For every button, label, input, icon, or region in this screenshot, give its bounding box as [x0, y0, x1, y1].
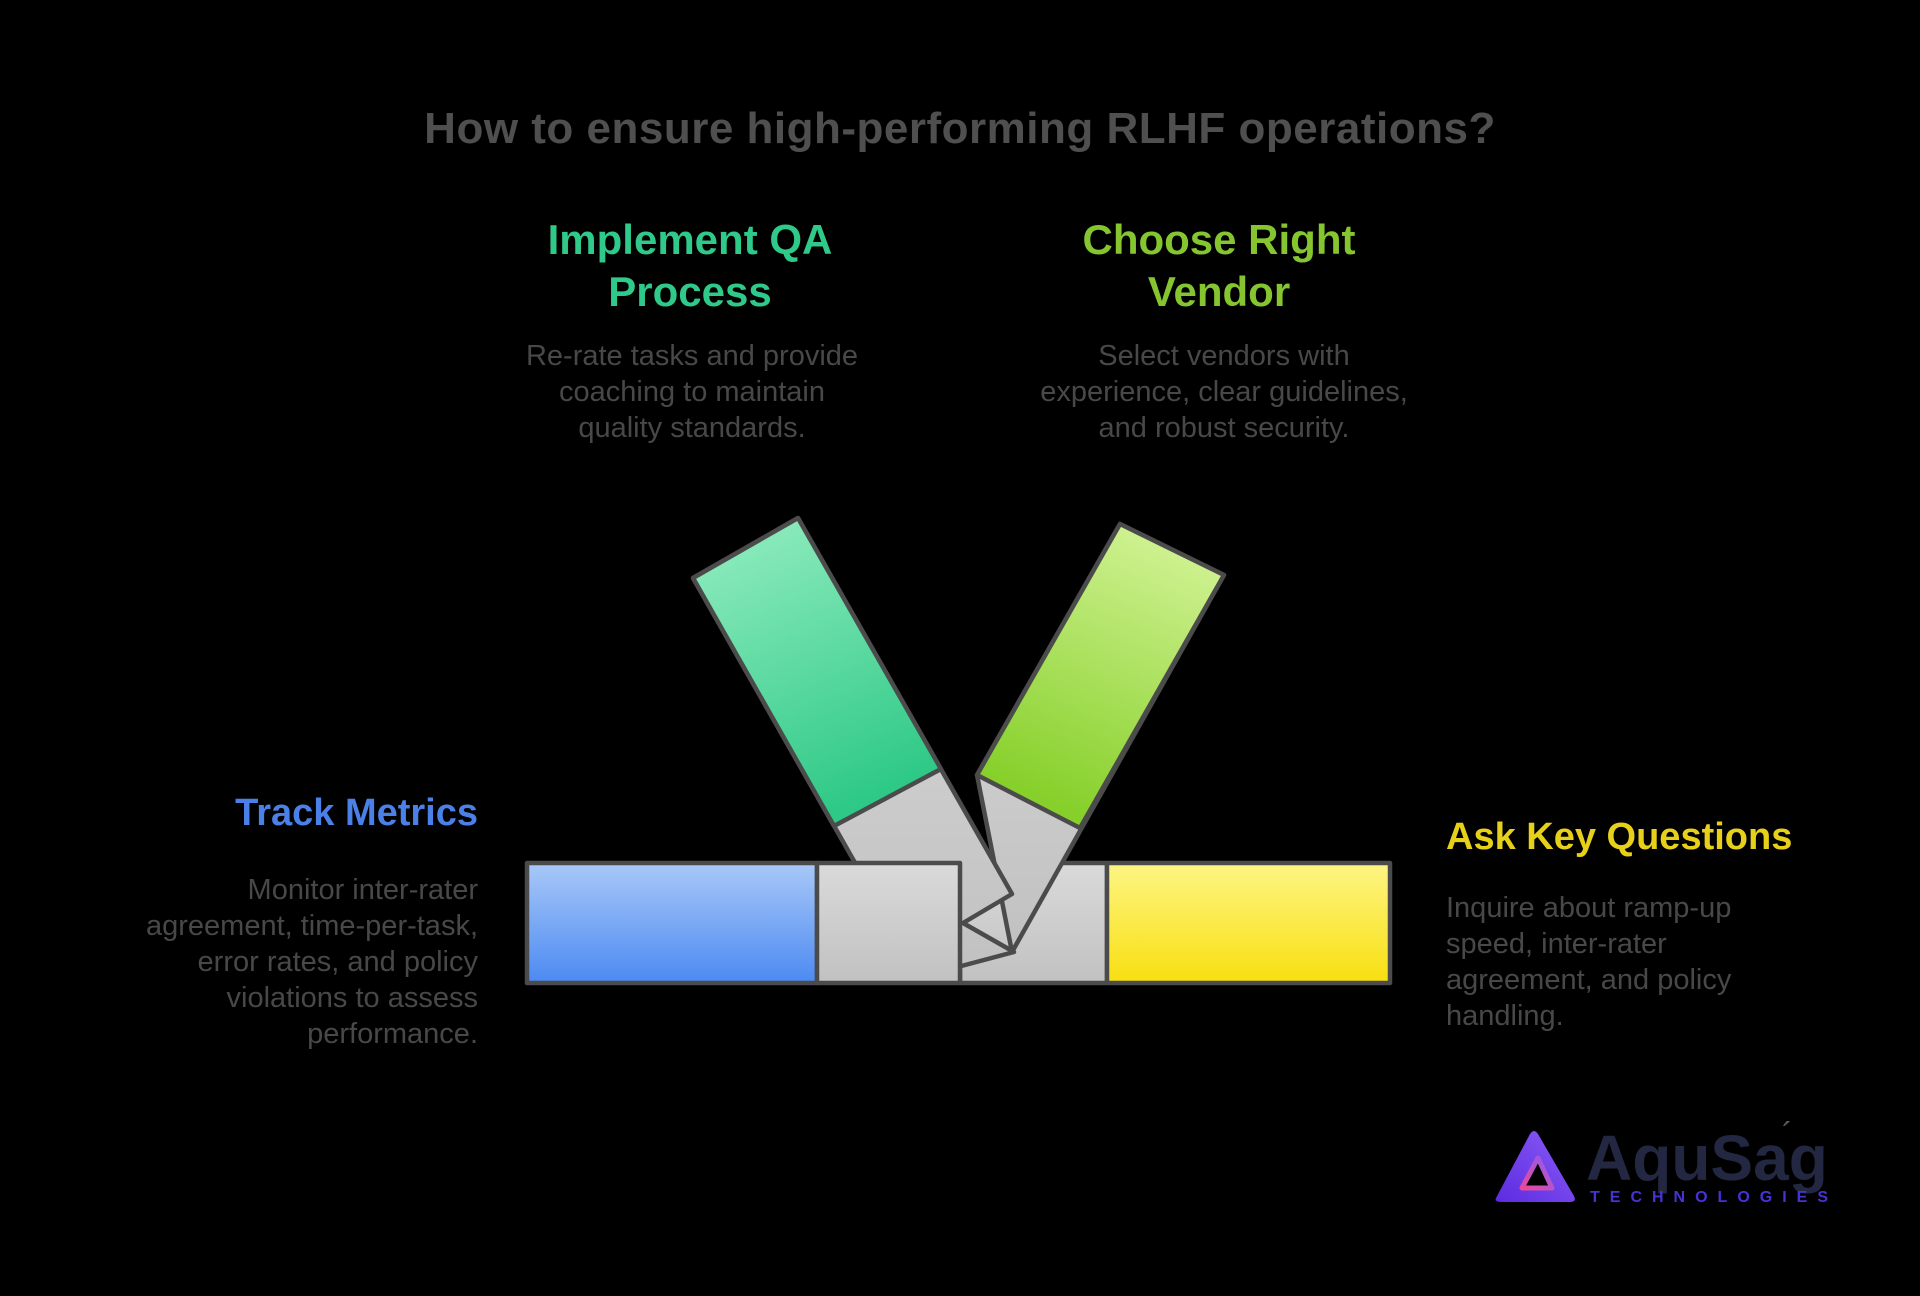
ribbon-qa-green [690, 515, 944, 829]
brand-name: AquSag [1586, 1122, 1828, 1194]
section-heading-ask-questions: Ask Key Questions [1446, 816, 1793, 858]
section-body-qa-process: Re-rate tasks and provide coaching to ma… [525, 340, 859, 444]
bar-segment-gray-left [814, 860, 963, 986]
logo-triangle-hole [1519, 1155, 1555, 1191]
page-title: How to ensure high-performing RLHF opera… [424, 104, 1496, 153]
aqusag-triangle-icon [1495, 1131, 1575, 1202]
section-heading-track-metrics: Track Metrics [235, 792, 478, 834]
section-body-track-metrics: Monitor inter-rater agreement, time-per-… [145, 874, 478, 1050]
ribbon-vendor-green [974, 521, 1227, 831]
section-body-choose-vendor: Select vendors with experience, clear gu… [1040, 340, 1408, 444]
brand-tagline: TECHNOLOGIES [1590, 1189, 1839, 1206]
section-heading-choose-vendor: Choose Right Vendor [1082, 216, 1356, 315]
bar-segment-track-metrics [524, 860, 820, 986]
brand-accent-mark: ´ [1782, 1116, 1793, 1152]
section-body-ask-questions: Inquire about ramp-up speed, inter-rater… [1446, 892, 1732, 1032]
section-heading-qa-process: Implement QA Process [547, 216, 833, 315]
brand-logo: AquSag ´ TECHNOLOGIES [1480, 1110, 1860, 1222]
bar-segment-ask-questions [1104, 860, 1393, 986]
